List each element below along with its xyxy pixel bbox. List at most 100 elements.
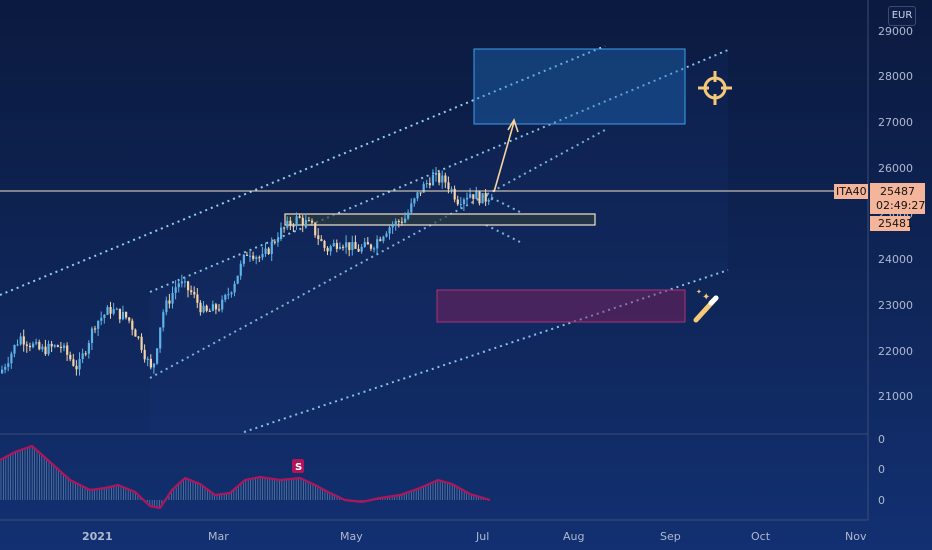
target-zone-box[interactable] <box>473 48 686 125</box>
signal-label: S <box>295 462 302 473</box>
candle-body <box>404 218 407 223</box>
candle-body <box>106 306 109 315</box>
indicator-tick: 0 <box>878 433 885 446</box>
candle-body <box>13 345 16 354</box>
candle-body <box>199 302 202 313</box>
candlestick-series <box>1 166 493 376</box>
candle-body <box>38 341 41 350</box>
candle-body <box>125 311 128 318</box>
channel-fill <box>150 50 728 432</box>
candle-body <box>146 358 149 360</box>
y-tick: 26000 <box>878 162 913 175</box>
candle-body <box>351 242 354 251</box>
candle-body <box>100 317 103 321</box>
symbol-tag: ITA40 <box>834 184 868 199</box>
candle-body <box>332 243 335 247</box>
y-tick: 22000 <box>878 345 913 358</box>
support-zone-box[interactable] <box>284 213 596 226</box>
y-tick: 29000 <box>878 25 913 38</box>
price-axis[interactable]: 29000 28000 27000 26000 25000 24000 2300… <box>878 25 913 403</box>
candle-body <box>342 246 345 248</box>
level-value: 25481 <box>878 217 913 230</box>
candle-body <box>314 222 317 236</box>
candle-body <box>56 345 59 347</box>
candle-body <box>227 294 230 296</box>
candle-body <box>152 363 156 368</box>
candle-body <box>484 193 487 202</box>
candle-body <box>233 283 236 293</box>
candle-body <box>22 336 25 345</box>
last-price-tag: 25487 02:49:27 <box>870 183 925 214</box>
indicator-tick: 0 <box>878 494 885 507</box>
x-tick: May <box>340 530 363 543</box>
candle-body <box>221 299 224 310</box>
candle-body <box>75 365 78 370</box>
candle-body <box>162 312 165 328</box>
candle-body <box>69 354 72 360</box>
candle-body <box>180 281 183 284</box>
candle-body <box>41 346 44 350</box>
candle-body <box>50 343 53 347</box>
oscillator-line <box>0 444 491 510</box>
candle-body <box>276 238 280 243</box>
candle-body <box>441 175 444 183</box>
candle-body <box>81 353 84 360</box>
crosshair-target-icon[interactable] <box>698 71 732 105</box>
candle-body <box>84 353 87 355</box>
candle-body <box>177 283 180 288</box>
candle-body <box>97 320 100 329</box>
risk-zone-box[interactable] <box>436 289 686 323</box>
candle-body <box>171 292 174 304</box>
candle-body <box>115 308 118 310</box>
candle-body <box>283 227 286 229</box>
magic-wand-icon[interactable]: ✦ ✦ <box>693 288 719 323</box>
candle-body <box>394 221 397 226</box>
svg-text:✦: ✦ <box>696 288 702 296</box>
candle-body <box>109 306 112 314</box>
sell-signal-marker[interactable]: S <box>292 459 304 473</box>
candle-body <box>16 344 19 346</box>
candle-body <box>289 220 292 226</box>
candle-body <box>317 235 320 240</box>
candle-body <box>410 203 413 213</box>
candle-body <box>329 246 332 252</box>
indicator-tick: 0 <box>878 463 885 476</box>
y-tick: 21000 <box>878 390 913 403</box>
candle-body <box>134 329 137 337</box>
candle-body <box>94 328 97 330</box>
candle-body <box>335 243 338 249</box>
candle-body <box>239 263 242 276</box>
indicator-axis: 0 0 0 <box>878 433 885 507</box>
currency-button[interactable]: EUR <box>888 6 916 26</box>
y-tick: 27000 <box>878 116 913 129</box>
candle-body <box>397 221 400 223</box>
candle-body <box>190 290 193 293</box>
candle-body <box>224 294 227 300</box>
candle-body <box>187 281 190 291</box>
candle-body <box>118 308 121 320</box>
y-tick: 23000 <box>878 299 913 312</box>
candle-body <box>469 194 472 198</box>
candle-body <box>301 217 304 226</box>
last-price-value: 25487 <box>880 185 915 198</box>
projection-arrow[interactable] <box>493 118 519 193</box>
candle-body <box>87 343 90 354</box>
candle-body <box>391 225 394 228</box>
candle-body <box>258 257 261 259</box>
candle-body <box>273 241 276 243</box>
candle-body <box>453 188 456 200</box>
candle-body <box>59 346 63 348</box>
candle-body <box>25 344 28 346</box>
candle-body <box>131 320 134 330</box>
candle-body <box>121 311 125 320</box>
time-axis[interactable]: 2021 Mar May Jul Aug Sep Oct Nov <box>82 530 867 543</box>
candle-body <box>159 327 162 349</box>
x-tick: Oct <box>751 530 771 543</box>
candle-body <box>490 197 493 201</box>
x-tick: Aug <box>563 530 584 543</box>
x-tick: Mar <box>208 530 229 543</box>
candle-body <box>456 199 459 205</box>
candle-body <box>72 359 75 366</box>
candle-body <box>103 314 106 318</box>
